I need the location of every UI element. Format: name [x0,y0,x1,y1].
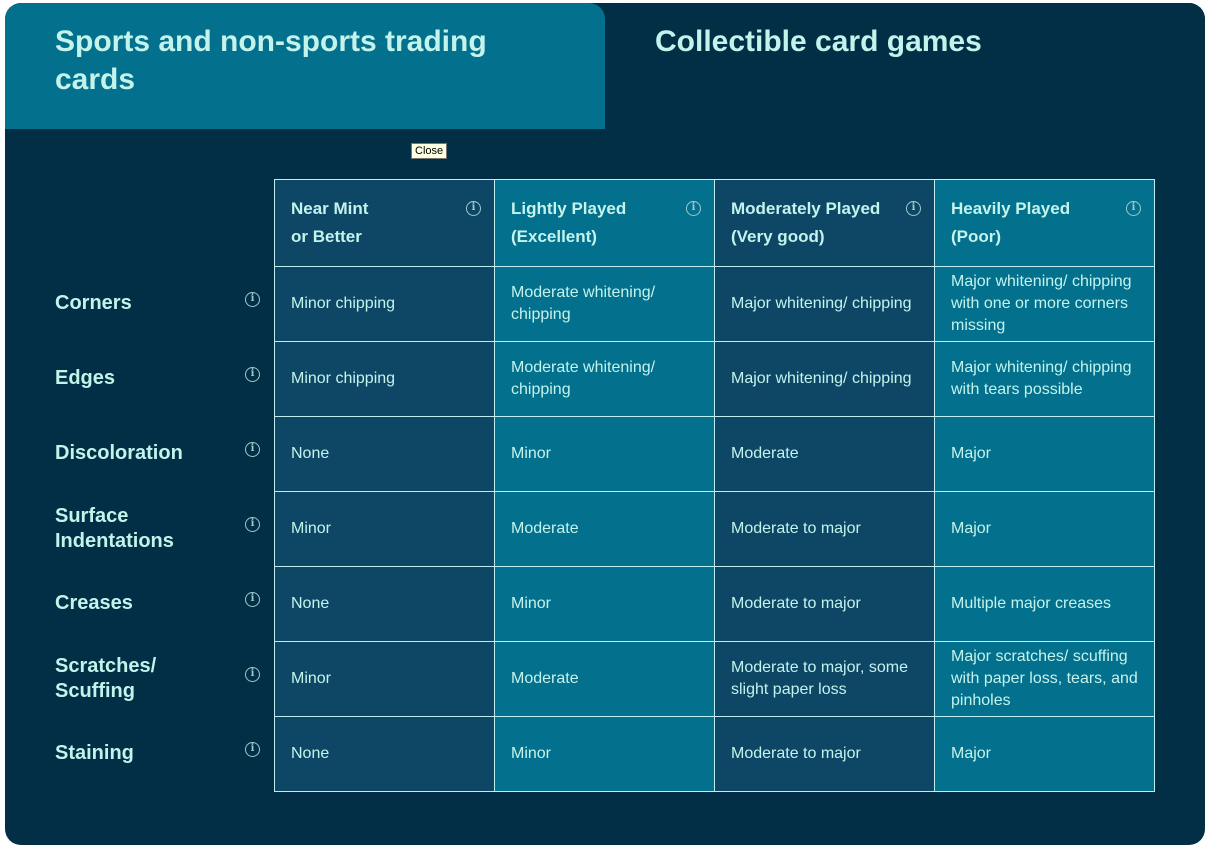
table-cell: None [274,716,495,792]
info-icon[interactable]: i [245,666,260,682]
table-cell: Moderate to major [714,491,935,567]
column-title-line2: (Poor) [951,227,1002,246]
column-title-line2: (Very good) [731,227,825,246]
row-label-text: Surface Indentations [55,504,174,552]
row-label: Scratches/ Scuffing i [55,641,274,716]
info-icon[interactable]: i [245,591,260,607]
row-label: Edges i [55,341,274,416]
table-cell: Minor [274,491,495,567]
table-cell: Moderate [494,491,715,567]
table-cell: Major whitening/ chipping with tears pos… [934,341,1155,417]
row-label-text: Edges [55,367,116,389]
row-label: Surface Indentations i [55,491,274,566]
table-cell: Major [934,716,1155,792]
table-cell: Major whitening/ chipping [714,341,935,417]
table-cell: Major whitening/ chipping with one or mo… [934,266,1155,342]
table-cell: Moderate to major, some slight paper los… [714,641,935,717]
table-row: None Minor Moderate to major Multiple major… [274,566,1155,642]
column-title-line1: Moderately Played [731,199,881,218]
row-label: Corners i [55,266,274,341]
info-icon[interactable]: i [466,201,481,216]
row-label-text: Staining [55,742,134,764]
row-label: Discoloration i [55,416,274,491]
column-title-line1: Heavily Played [951,199,1071,218]
column-title-line2: or Better [291,227,362,246]
info-icon[interactable]: i [686,201,701,216]
info-icon[interactable]: i [1126,201,1141,216]
table-cell: Moderate whitening/ chipping [494,341,715,417]
table-row: None Minor Moderate Major [274,416,1155,492]
column-title-line1: Lightly Played [511,199,627,218]
table-cell: Multiple major creases [934,566,1155,642]
row-label: Creases i [55,566,274,641]
column-header: Near Mint or Better i [274,179,495,267]
table-cell: Moderate to major [714,566,935,642]
info-icon[interactable]: i [245,741,260,757]
row-label-text: Scratches/ Scuffing [55,654,157,702]
info-icon[interactable]: i [245,441,260,457]
row-label-text: Corners [55,292,132,314]
row-label-text: Creases [55,592,133,614]
column-header: Moderately Played (Very good) i [714,179,935,267]
table-row: Minor chipping Moderate whitening/ chippi… [274,266,1155,342]
table-cell: None [274,416,495,492]
table-cell: Major whitening/ chipping [714,266,935,342]
table-cell: Minor chipping [274,266,495,342]
table-cell: Major scratches/ scuffing with paper los… [934,641,1155,717]
info-icon[interactable]: i [245,516,260,532]
table-cell: Minor chipping [274,341,495,417]
table-row: Minor Moderate Moderate to major, some sli… [274,641,1155,717]
condition-table: Near Mint or Better i Lightly Played (Excell… [274,179,1155,792]
table-row: Minor chipping Moderate whitening/ chippi… [274,341,1155,417]
column-header: Heavily Played (Poor) i [934,179,1155,267]
table-row: None Minor Moderate to major Major [274,716,1155,792]
column-title-line1: Near Mint [291,199,369,218]
table-cell: Minor [494,716,715,792]
table-cell: Moderate [494,641,715,717]
table-cell: Minor [494,566,715,642]
row-label: Staining i [55,716,274,791]
table-cell: Minor [274,641,495,717]
table-cell: Minor [494,416,715,492]
row-label-text: Discoloration [55,442,183,464]
table-cell: Major [934,491,1155,567]
info-icon[interactable]: i [245,366,260,382]
close-tooltip: Close [411,143,448,159]
table-row: Minor Moderate Moderate to major Major [274,491,1155,567]
column-header: Lightly Played (Excellent) i [494,179,715,267]
table-cell: Moderate whitening/ chipping [494,266,715,342]
info-icon[interactable]: i [906,201,921,216]
table-cell: Major [934,416,1155,492]
table-cell: Moderate [714,416,935,492]
table-cell: None [274,566,495,642]
info-icon[interactable]: i [245,291,260,307]
table-cell: Moderate to major [714,716,935,792]
tab-sports-cards[interactable]: Sports and non-sports trading cards [5,3,605,129]
tab-collectible-card-games[interactable]: Collectible card games [605,3,1205,129]
column-title-line2: (Excellent) [511,227,597,246]
